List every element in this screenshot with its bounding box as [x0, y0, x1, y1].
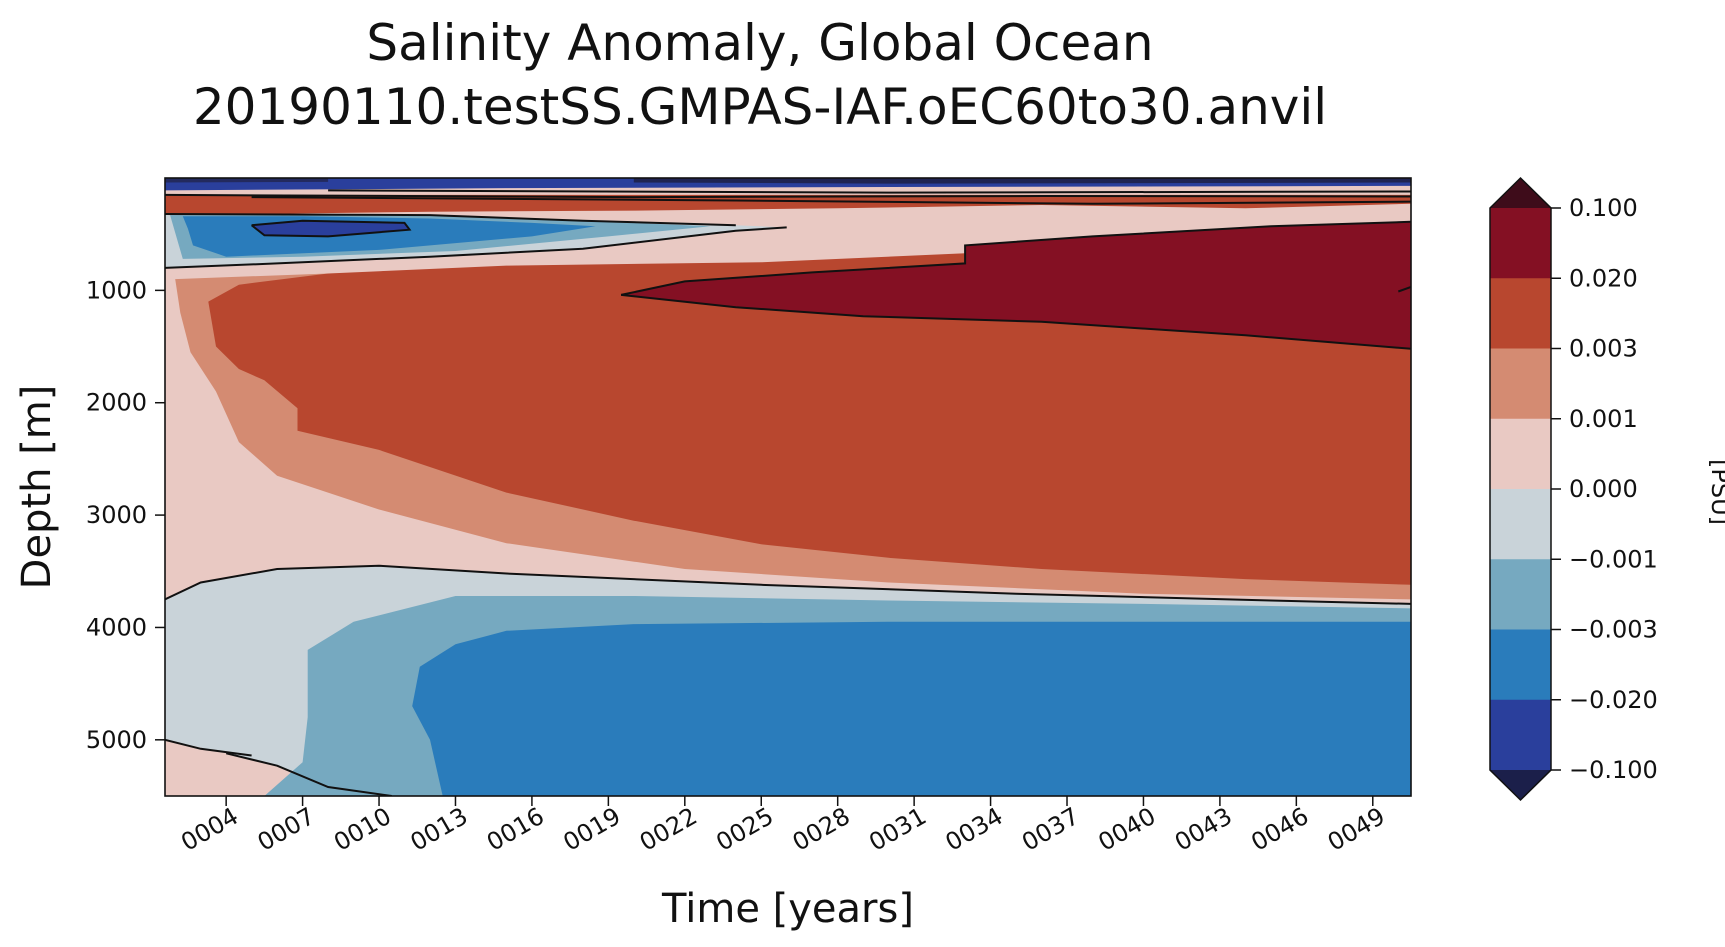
x-tick-label: 0040 [1094, 802, 1161, 857]
x-tick-label: 0010 [329, 802, 396, 857]
x-tick-label: 0022 [635, 802, 702, 857]
colorbar-segment [1490, 629, 1551, 701]
contour-line [165, 193, 1411, 199]
colorbar-extend-bottom [1490, 770, 1551, 800]
colorbar-tick-label: −0.003 [1569, 616, 1658, 644]
colorbar-tick-label: −0.100 [1569, 756, 1658, 784]
colorbar-tick-label: −0.020 [1569, 686, 1658, 714]
x-tick-label: 0016 [482, 802, 549, 857]
colorbar-segment [1490, 418, 1551, 490]
chart-title: Salinity Anomaly, Global Ocean [366, 14, 1154, 72]
chart-subtitle: 20190110.testSS.GMPAS-IAF.oEC60to30.anvi… [192, 78, 1328, 136]
plot-frame [164, 177, 1412, 797]
x-tick-label: 0037 [1017, 802, 1084, 857]
contour-line [1397, 286, 1411, 293]
contour-line [165, 226, 787, 269]
colorbar: 0.100 0.020 0.003 0.001 0.000 −0.001 −0.003 −0.… [1489, 176, 1658, 802]
contour-line [165, 213, 736, 227]
x-tick-label: 0013 [406, 802, 473, 857]
colorbar-segment [1490, 699, 1551, 771]
x-tick-label: 0028 [788, 802, 855, 857]
region-negative-0.003-to-0.020 [412, 621, 1411, 796]
x-axis-label: Time [years] [661, 886, 914, 932]
x-tick-label: 0019 [558, 802, 625, 857]
colorbar-segment [1490, 208, 1551, 279]
colorbar-tick-label: 0.001 [1569, 405, 1638, 433]
x-tick-label: 0049 [1323, 802, 1390, 857]
contour-line [620, 293, 1411, 350]
colorbar-tick-label: −0.001 [1569, 545, 1658, 573]
colorbar-tick-label: 0.003 [1569, 335, 1638, 363]
y-axis: 1000 2000 3000 4000 5000 [86, 276, 165, 754]
region-surface-strong-negative-left [165, 178, 329, 183]
x-tick-label: 0007 [253, 802, 320, 857]
contour-lines [165, 189, 1411, 796]
x-tick-label: 0025 [711, 802, 778, 857]
contour-line [251, 196, 1411, 205]
contour-fills [165, 178, 1411, 796]
x-axis: 0004 0007 0010 0013 0016 0019 0022 0025 0028 0031… [176, 796, 1390, 857]
colorbar-segment [1490, 559, 1551, 630]
contour-line [165, 738, 252, 757]
contour-line [620, 220, 1411, 296]
contour-line [165, 564, 1411, 605]
y-axis-label: Depth [m] [14, 385, 60, 590]
y-tick-label: 2000 [86, 389, 147, 417]
y-tick-label: 4000 [86, 613, 147, 641]
colorbar-tick-label: 0.020 [1569, 264, 1638, 292]
contour-line [225, 752, 392, 796]
colorbar-label: [PSU] [1706, 459, 1725, 525]
contour-line [328, 189, 1411, 194]
region-0.020-to-0.100 [621, 221, 1411, 349]
y-tick-label: 5000 [86, 726, 147, 754]
colorbar-segment [1490, 489, 1551, 560]
x-tick-label: 0004 [176, 802, 243, 857]
y-tick-label: 1000 [86, 276, 147, 304]
x-tick-label: 0043 [1170, 802, 1237, 857]
y-tick-label: 3000 [86, 501, 147, 529]
region-surface-0.003-to-0.020 [165, 194, 1411, 216]
colorbar-extend-top [1490, 178, 1551, 208]
region-surface-strong-negative [633, 178, 1411, 184]
colorbar-tick-label: 0.100 [1569, 194, 1638, 222]
x-tick-label: 0034 [941, 802, 1008, 857]
contour-line [250, 219, 412, 238]
colorbar-tick-label: 0.000 [1569, 475, 1638, 503]
colorbar-segment [1490, 348, 1551, 420]
x-tick-label: 0031 [864, 802, 931, 857]
x-tick-label: 0046 [1246, 802, 1313, 857]
colorbar-segment [1490, 278, 1551, 349]
